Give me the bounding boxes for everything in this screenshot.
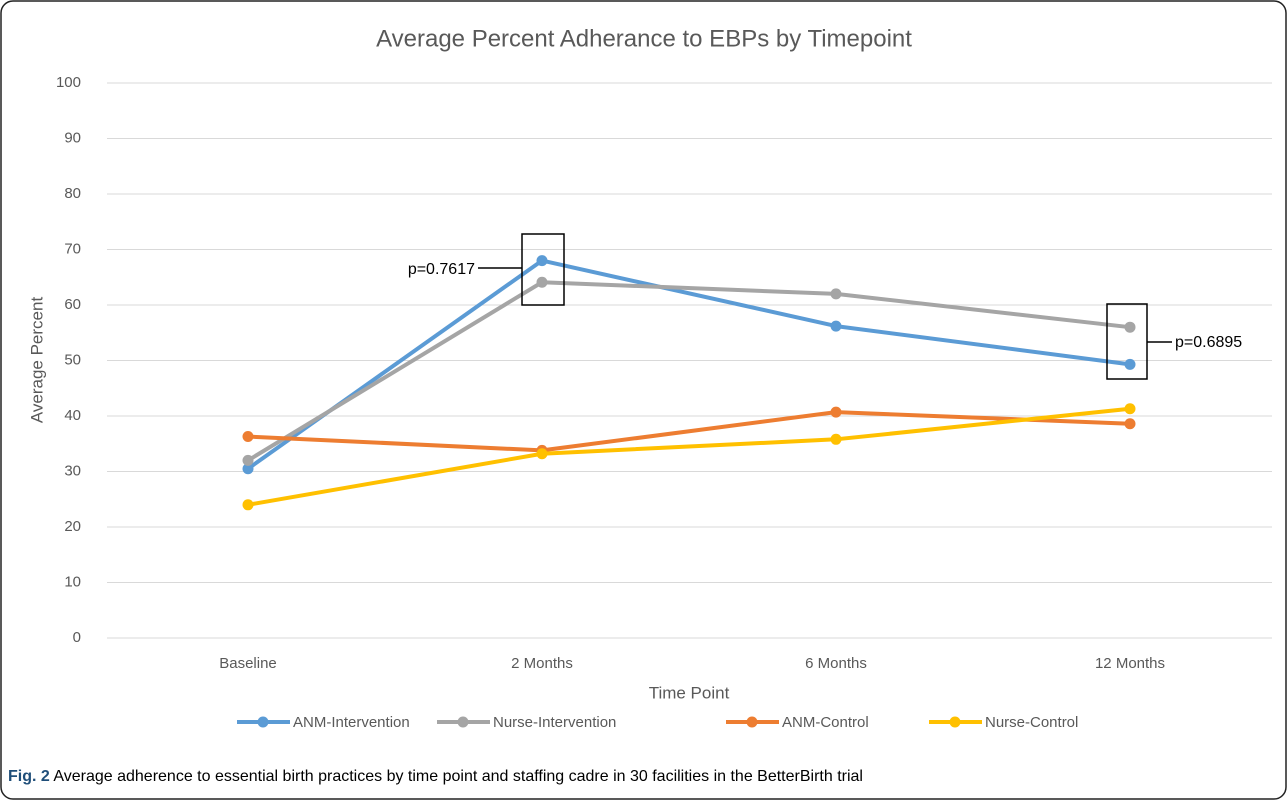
- y-tick-label: 0: [73, 629, 81, 646]
- y-tick-label: 60: [64, 296, 81, 313]
- series-line: [246, 280, 1132, 463]
- data-point: [1124, 358, 1136, 370]
- legend-label: Nurse-Control: [985, 714, 1078, 731]
- data-point: [536, 276, 548, 288]
- x-axis-title: Time Point: [649, 683, 730, 702]
- legend-marker: [457, 716, 469, 728]
- series-line: [246, 406, 1132, 507]
- x-tick-label: 12 Months: [1095, 655, 1165, 672]
- y-tick-label: 10: [64, 573, 81, 590]
- y-tick-label: 90: [64, 129, 81, 146]
- y-tick-label: 100: [56, 74, 81, 91]
- caption-label: Fig. 2: [8, 768, 50, 785]
- y-tick-label: 20: [64, 518, 81, 535]
- highlight-box: [521, 233, 565, 306]
- series-line: [246, 258, 1132, 471]
- caption: Fig. 2 Average adherence to essential bi…: [8, 768, 863, 785]
- y-tick-label: 80: [64, 185, 81, 202]
- y-tick-label: 70: [64, 240, 81, 257]
- series-line: [246, 410, 1132, 453]
- data-point: [1124, 418, 1136, 430]
- data-point: [830, 288, 842, 300]
- y-axis-title: Average Percent: [27, 297, 46, 424]
- y-tick-label: 40: [64, 407, 81, 424]
- data-point: [830, 433, 842, 445]
- legend-label: ANM-Control: [782, 714, 869, 731]
- caption-text: Average adherence to essential birth pra…: [53, 768, 863, 785]
- plot-area: 0 10 20 30 40 50 60 70 80 90 100 Baseline 2 Months 6 …: [56, 74, 1272, 672]
- legend-label: Nurse-Intervention: [493, 714, 616, 731]
- data-point: [536, 255, 548, 267]
- data-point: [242, 463, 254, 475]
- x-tick-label: 2 Months: [511, 655, 573, 672]
- data-point: [536, 448, 548, 460]
- legend-marker: [746, 716, 758, 728]
- data-point: [1124, 403, 1136, 415]
- data-point: [242, 454, 254, 466]
- y-tick-label: 30: [64, 462, 81, 479]
- data-point: [242, 431, 254, 443]
- data-point: [830, 406, 842, 418]
- data-point: [1124, 321, 1136, 333]
- data-point: [830, 320, 842, 332]
- annotation: p=0.7617: [408, 261, 475, 278]
- data-point: [242, 499, 254, 511]
- legend-marker: [257, 716, 269, 728]
- x-tick-label: Baseline: [219, 655, 277, 672]
- x-tick-label: 6 Months: [805, 655, 867, 672]
- legend-label: ANM-Intervention: [293, 714, 410, 731]
- chart-title: Average Percent Adherance to EBPs by Tim…: [376, 25, 912, 52]
- y-tick-label: 50: [64, 351, 81, 368]
- legend-marker: [949, 716, 961, 728]
- annotation: p=0.6895: [1175, 334, 1242, 351]
